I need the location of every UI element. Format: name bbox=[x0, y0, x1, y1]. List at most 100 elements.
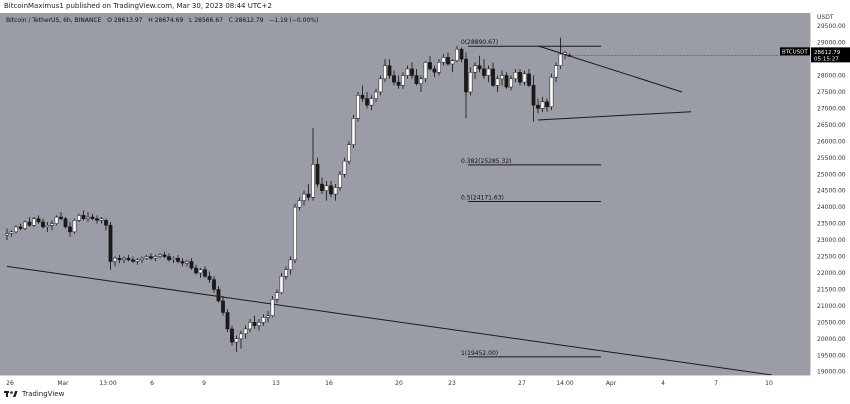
candle bbox=[23, 220, 27, 231]
candle-body bbox=[99, 218, 104, 221]
candle-body bbox=[500, 75, 504, 80]
candle-body bbox=[122, 257, 126, 261]
candle-body bbox=[149, 256, 153, 259]
candle-body bbox=[63, 218, 68, 228]
candle bbox=[207, 271, 212, 283]
time-axis-tick: 13 bbox=[272, 380, 280, 387]
candle bbox=[266, 310, 270, 323]
candle-body bbox=[459, 48, 464, 60]
price-axis[interactable]: 29500.00 29000.00 28000.00 27500.00 27000.00… bbox=[810, 13, 850, 375]
candle-body bbox=[117, 257, 122, 261]
candle bbox=[351, 115, 356, 148]
price-axis-tick: 29500.00 bbox=[817, 23, 846, 30]
ticker-tag bbox=[780, 47, 810, 56]
time-axis-tick: 23 bbox=[448, 380, 456, 387]
candle-body bbox=[41, 221, 45, 228]
current-price-countdown: 05:15:27 bbox=[814, 56, 839, 62]
candle-body bbox=[464, 58, 468, 93]
candle-body bbox=[302, 193, 306, 201]
price-axis-currency: USDT bbox=[817, 14, 834, 21]
candle bbox=[513, 68, 518, 83]
candle-body bbox=[126, 257, 131, 261]
chart-area[interactable]: 0(28890.67) 0.382(25285.32) 0.5(24171.63) 1… bbox=[0, 13, 810, 375]
candle bbox=[491, 62, 495, 88]
candle bbox=[27, 217, 32, 227]
candle bbox=[59, 212, 63, 221]
brand-name: TradingView bbox=[22, 390, 65, 398]
current-price-value: 28612.79 bbox=[814, 50, 841, 56]
candle-body bbox=[351, 118, 356, 145]
candle-body bbox=[306, 193, 311, 198]
candle bbox=[324, 180, 329, 201]
candle bbox=[18, 223, 23, 231]
candle bbox=[243, 325, 248, 339]
time-axis-tick: 26 bbox=[6, 380, 14, 387]
time-axis-tick: 14:00 bbox=[556, 380, 573, 387]
trendline-triangle-upper bbox=[537, 45, 683, 93]
candle-body bbox=[270, 299, 275, 317]
candle bbox=[437, 59, 441, 76]
candle-body bbox=[387, 65, 392, 76]
candle bbox=[99, 217, 104, 224]
footer-brand: TradingView bbox=[4, 390, 64, 398]
candle-body bbox=[198, 269, 203, 274]
candle-body bbox=[275, 292, 279, 300]
candle bbox=[41, 218, 45, 229]
candle-body bbox=[482, 68, 486, 76]
candle bbox=[540, 96, 545, 112]
candle bbox=[545, 98, 549, 112]
candle bbox=[95, 215, 99, 224]
candle-body bbox=[288, 259, 293, 270]
symbol-info-bar: Bitcoin / TetherUS, 6h, BINANCE O 28613.… bbox=[6, 17, 318, 24]
candle bbox=[392, 70, 396, 86]
candle bbox=[401, 72, 405, 89]
candle-body bbox=[338, 174, 342, 188]
time-axis-tick: Apr bbox=[606, 380, 617, 387]
candle bbox=[477, 55, 482, 73]
candle bbox=[293, 203, 297, 264]
candle bbox=[153, 254, 158, 262]
candle-body bbox=[333, 187, 338, 195]
publisher-header: BitcoinMaximus1 published on TradingView… bbox=[4, 2, 272, 10]
candle bbox=[428, 55, 432, 71]
candle bbox=[450, 59, 455, 73]
candle-body bbox=[536, 104, 540, 109]
candle bbox=[122, 256, 126, 264]
candle bbox=[131, 256, 135, 264]
price-chart[interactable]: 0(28890.67) 0.382(25285.32) 0.5(24171.63) 1… bbox=[0, 13, 810, 375]
candle bbox=[482, 59, 486, 79]
candle-body bbox=[446, 57, 450, 65]
time-axis-tick: 6 bbox=[150, 380, 154, 387]
candle-body bbox=[162, 254, 167, 257]
candle bbox=[527, 68, 531, 88]
candle-body bbox=[396, 81, 401, 86]
price-axis-tick: 23500.00 bbox=[817, 221, 846, 228]
candle-body bbox=[554, 65, 558, 78]
candle bbox=[72, 218, 77, 234]
candle bbox=[405, 65, 410, 79]
candle-body bbox=[171, 257, 176, 261]
time-axis-tick: 16 bbox=[325, 380, 333, 387]
time-axis-tick: 27 bbox=[518, 380, 526, 387]
candle-body bbox=[140, 257, 144, 261]
time-axis[interactable]: 26 Mar 13:00 6 9 13 16 20 23 27 14:00 Apr 4 7 10 bbox=[0, 375, 810, 388]
candle-body bbox=[54, 216, 59, 224]
candle-body bbox=[189, 261, 194, 269]
candle bbox=[495, 75, 500, 92]
candle-body bbox=[324, 185, 329, 191]
candle bbox=[194, 264, 198, 275]
candle-body bbox=[437, 62, 441, 73]
candle-body bbox=[383, 65, 387, 80]
symbol-name: Bitcoin / TetherUS, 6h, BINANCE bbox=[6, 17, 102, 24]
candle bbox=[365, 91, 369, 109]
candle-body bbox=[495, 78, 500, 86]
candle bbox=[176, 254, 180, 264]
candle bbox=[558, 37, 563, 69]
candle-body bbox=[293, 206, 297, 261]
candle-body bbox=[527, 73, 531, 86]
candle bbox=[473, 62, 477, 79]
candle bbox=[50, 220, 54, 231]
candle bbox=[257, 319, 261, 331]
time-axis-labels: 26 Mar 13:00 6 9 13 16 20 23 27 14:00 Apr 4 7 10 bbox=[6, 380, 773, 387]
candle bbox=[14, 225, 18, 234]
